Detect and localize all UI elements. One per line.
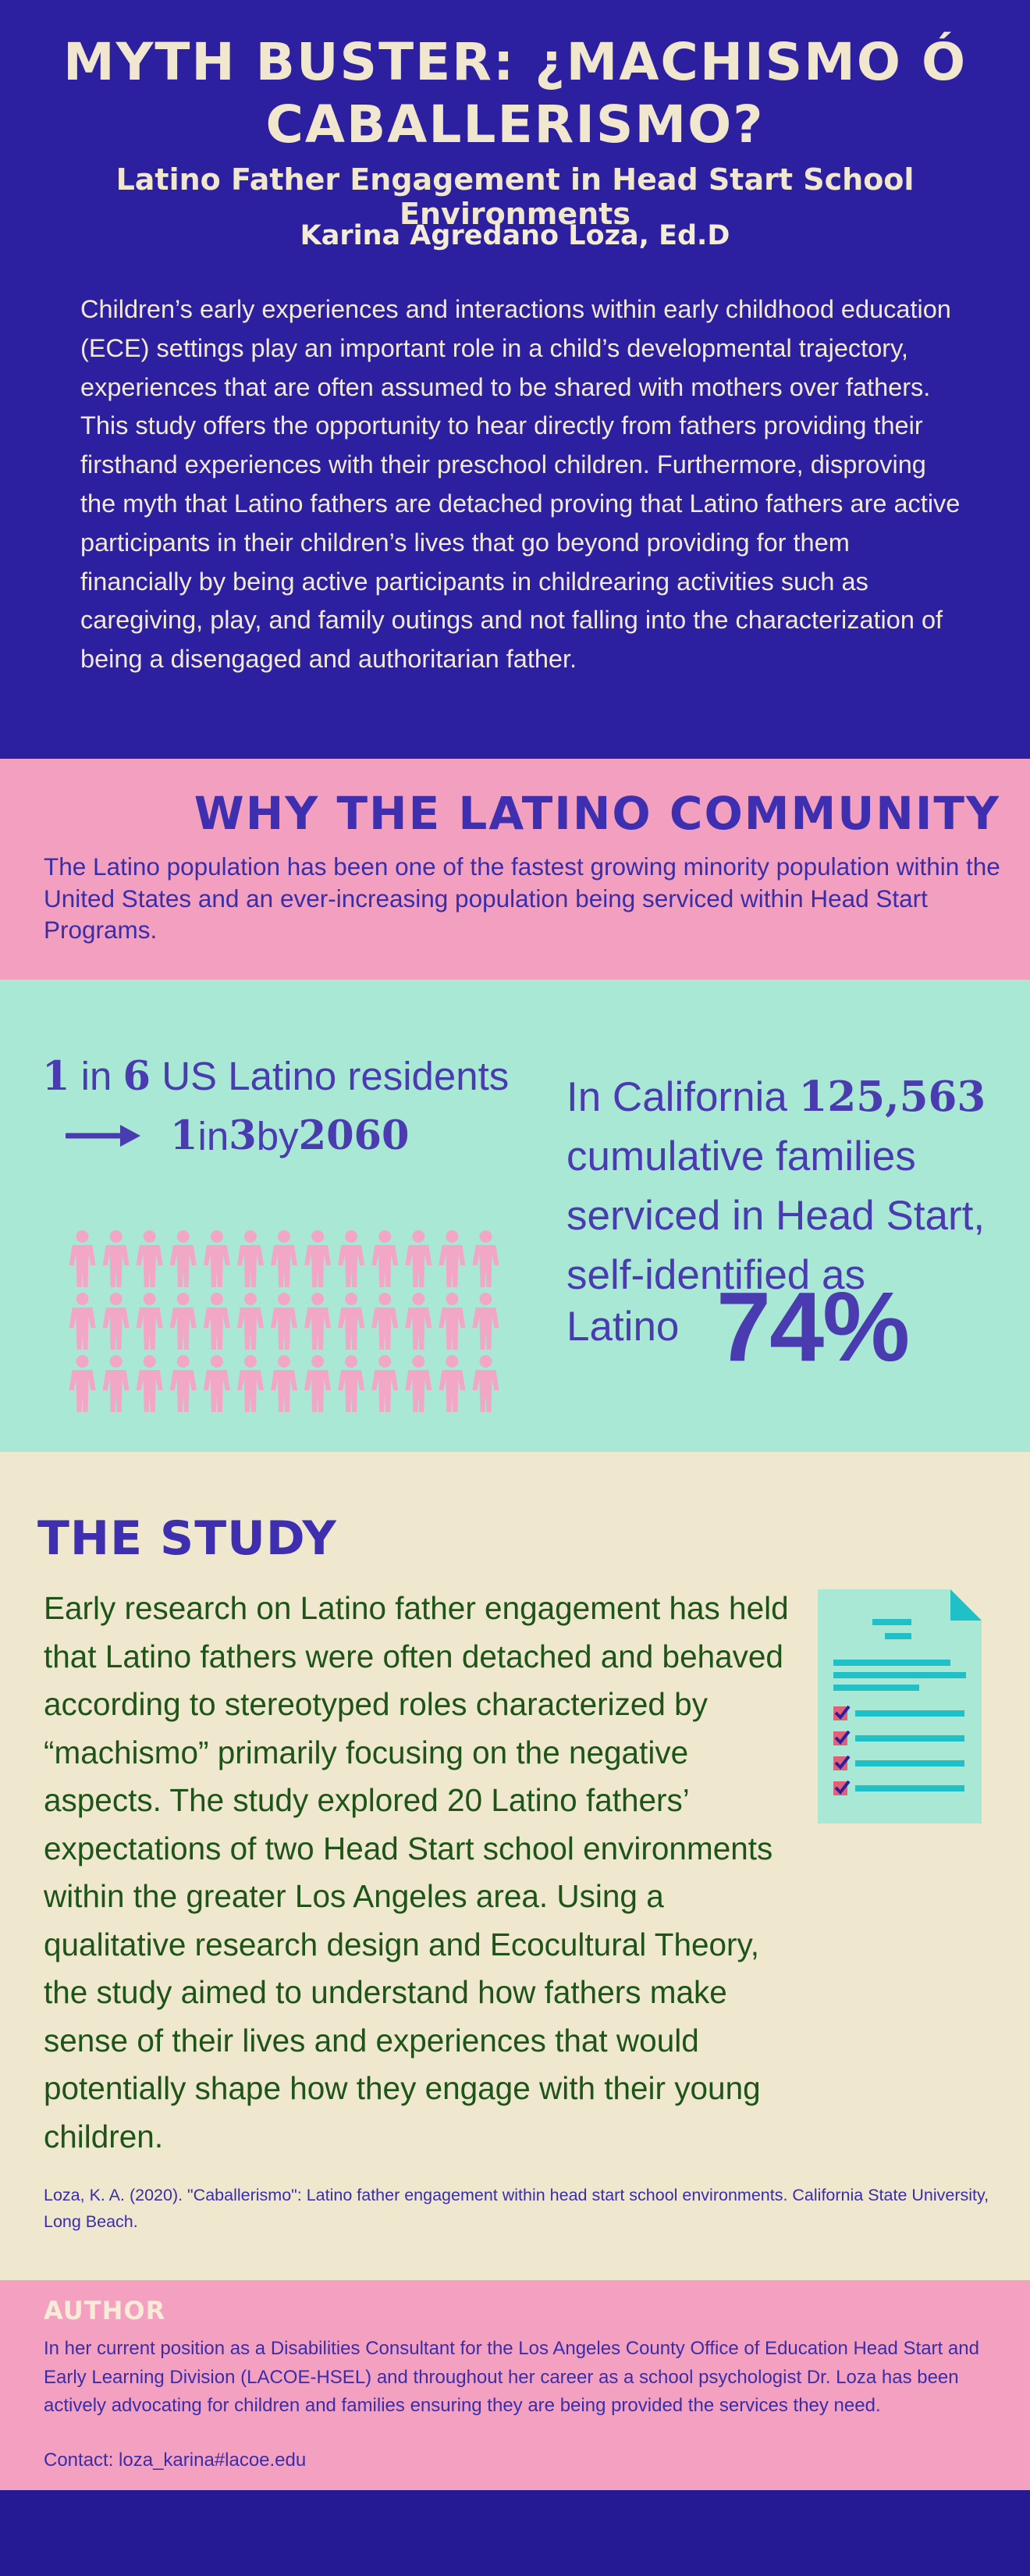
person-icon bbox=[169, 1293, 197, 1350]
population-stat-current: 1 in 6 US Latino residents bbox=[42, 1053, 509, 1100]
stat-number: 1 bbox=[170, 1112, 198, 1159]
person-icon bbox=[69, 1355, 96, 1412]
why-heading: WHY THE LATINO COMMUNITY bbox=[194, 787, 1000, 840]
person-icon bbox=[102, 1230, 130, 1287]
intro-paragraph: Children’s early experiences and interac… bbox=[80, 295, 961, 674]
person-icon bbox=[69, 1293, 96, 1350]
person-icon bbox=[136, 1355, 163, 1412]
person-icon bbox=[338, 1230, 365, 1287]
ca-number: 125,563 bbox=[798, 1073, 986, 1121]
person-icon bbox=[304, 1230, 332, 1287]
study-section: THE STUDY Early research on Latino fathe… bbox=[0, 1452, 1030, 2280]
person-icon bbox=[472, 1230, 499, 1287]
person-icon bbox=[472, 1293, 499, 1350]
stat-text: in bbox=[69, 1054, 123, 1098]
hero-section: MYTH BUSTER: ¿MACHISMO Ó CABALLERISMO? L… bbox=[0, 0, 1030, 759]
author-name: Karina Agredano Loza, Ed.D bbox=[300, 220, 730, 251]
person-icon bbox=[271, 1355, 297, 1412]
page-subtitle: Latino Father Engagement in Head Start S… bbox=[115, 162, 915, 231]
person-icon bbox=[439, 1230, 466, 1287]
checklist-document-icon bbox=[818, 1589, 982, 1823]
footer-bar bbox=[0, 2490, 1030, 2576]
ca-description: cumulative families serviced in Head Sta… bbox=[566, 1133, 986, 1298]
person-icon bbox=[136, 1230, 163, 1287]
why-section: WHY THE LATINO COMMUNITY The Latino popu… bbox=[0, 759, 1030, 980]
right-arrow-icon bbox=[66, 1125, 140, 1147]
person-icon bbox=[405, 1355, 432, 1412]
study-paragraph: Early research on Latino father engageme… bbox=[44, 1590, 789, 2154]
person-icon bbox=[169, 1355, 197, 1412]
person-icon bbox=[271, 1230, 297, 1287]
person-icon bbox=[405, 1293, 432, 1350]
person-icon bbox=[304, 1293, 332, 1350]
stat-number: 1 bbox=[42, 1053, 70, 1100]
citation: Loza, K. A. (2020). "Caballerismo": Lati… bbox=[44, 2186, 989, 2231]
person-icon bbox=[236, 1355, 264, 1412]
person-icon bbox=[371, 1293, 399, 1350]
person-icon bbox=[203, 1355, 230, 1412]
stats-section: 1 in 6 US Latino residents 1 in 3 by 206… bbox=[0, 980, 1030, 1452]
why-paragraph: The Latino population has been one of th… bbox=[44, 852, 1000, 944]
stat-text: in bbox=[197, 1113, 229, 1158]
person-icon bbox=[371, 1230, 399, 1287]
california-stat: In California 125,563 cumulative familie… bbox=[566, 1067, 1003, 1305]
person-icon bbox=[439, 1293, 466, 1350]
person-icon bbox=[102, 1293, 130, 1350]
person-icon bbox=[405, 1230, 432, 1287]
person-icon bbox=[203, 1293, 230, 1350]
author-section: AUTHOR In her current position as a Disa… bbox=[0, 2280, 1030, 2490]
author-contact: Contact: loza_karina#lacoe.edu bbox=[44, 2450, 307, 2471]
author-heading: AUTHOR bbox=[44, 2296, 166, 2325]
person-icon bbox=[338, 1293, 365, 1350]
stat-year: 2060 bbox=[298, 1112, 410, 1159]
people-pictogram bbox=[69, 1230, 499, 1412]
ca-prefix: In California bbox=[566, 1074, 799, 1120]
person-icon bbox=[236, 1293, 264, 1350]
stat-number: 3 bbox=[229, 1112, 257, 1159]
person-icon bbox=[203, 1230, 230, 1287]
person-icon bbox=[169, 1230, 197, 1287]
person-icon bbox=[136, 1293, 163, 1350]
person-icon bbox=[371, 1355, 399, 1412]
study-heading: THE STUDY bbox=[37, 1511, 337, 1566]
person-icon bbox=[102, 1355, 130, 1412]
stat-text: US Latino residents bbox=[151, 1054, 510, 1098]
page-title: MYTH BUSTER: ¿MACHISMO Ó CABALLERISMO? bbox=[62, 32, 968, 155]
person-icon bbox=[271, 1293, 297, 1350]
stat-text: by bbox=[256, 1113, 299, 1158]
ca-percent: 74% bbox=[716, 1272, 910, 1382]
person-icon bbox=[69, 1230, 96, 1287]
population-stat-projection: 1 in 3 by 2060 bbox=[66, 1112, 410, 1159]
person-icon bbox=[236, 1230, 264, 1287]
stat-number: 6 bbox=[123, 1053, 151, 1100]
person-icon bbox=[439, 1355, 466, 1412]
person-icon bbox=[338, 1355, 365, 1412]
person-icon bbox=[472, 1355, 499, 1412]
ca-latino-label: Latino bbox=[566, 1304, 680, 1350]
author-bio: In her current position as a Disabilitie… bbox=[44, 2338, 979, 2417]
person-icon bbox=[304, 1355, 332, 1412]
